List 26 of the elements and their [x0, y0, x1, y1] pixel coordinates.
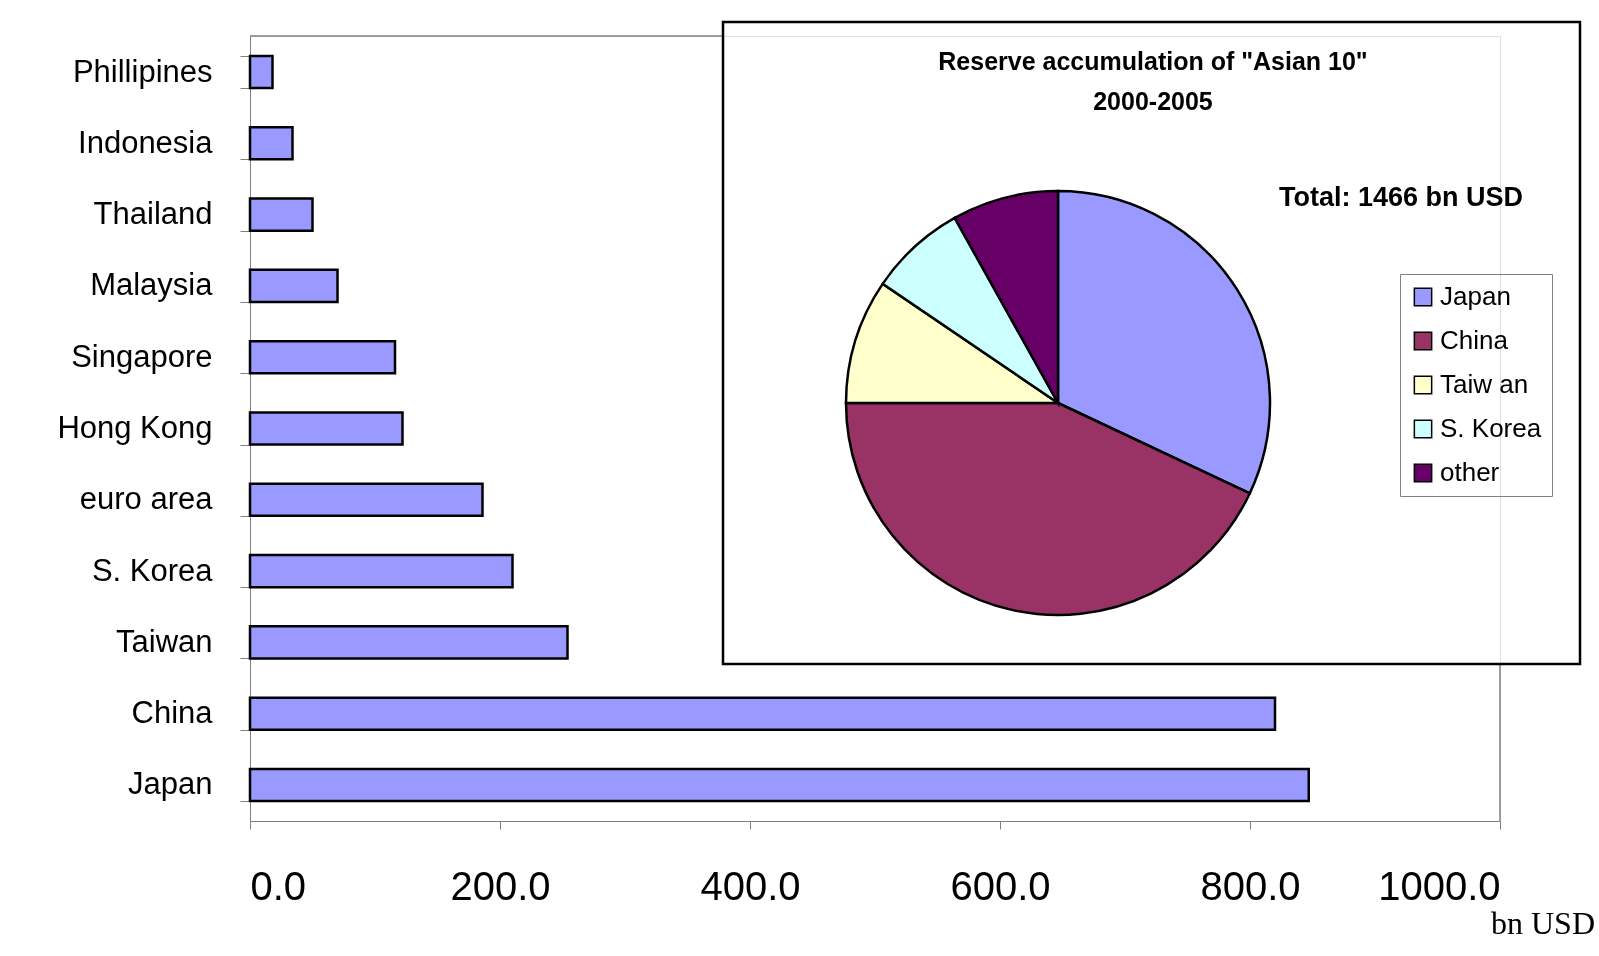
y-tick-label: Hong Kong [57, 410, 213, 445]
y-tick-label: Phillipines [72, 53, 213, 89]
y-tick-label: Singapore [71, 338, 213, 374]
y-tick-label: China [131, 695, 214, 731]
x-tick-label: 600.0 [950, 863, 1051, 908]
y-tick-label: S. Korea [91, 552, 214, 588]
y-tick-label: euro area [79, 481, 214, 517]
x-axis-title: bn USD [1490, 905, 1595, 941]
y-tick-label: Thailand [93, 196, 213, 232]
x-tick-label: 0.0 [250, 863, 307, 908]
y-tick-label: Japan [128, 766, 213, 802]
legend-label: Taiw an [1440, 369, 1529, 399]
x-tick-label: 400.0 [700, 863, 801, 908]
y-tick-label: Indonesia [78, 124, 214, 160]
chart-subtitle: 2000-2005 [1093, 87, 1213, 115]
y-tick-label: Taiwan [116, 623, 213, 659]
y-tick-label: Malaysia [90, 267, 214, 303]
legend-label: China [1440, 325, 1509, 355]
x-tick-label: 800.0 [1200, 863, 1301, 908]
legend-label: S. Korea [1440, 413, 1542, 443]
x-tick-label: 1000.0 [1378, 863, 1501, 908]
chart-title: Reserve accumulation of "Asian 10" [938, 47, 1368, 75]
annotation: Total: 1466 bn USD [1278, 182, 1523, 212]
legend-label: other [1440, 457, 1500, 487]
x-tick-label: 200.0 [450, 863, 551, 908]
legend-label: Japan [1440, 281, 1511, 311]
